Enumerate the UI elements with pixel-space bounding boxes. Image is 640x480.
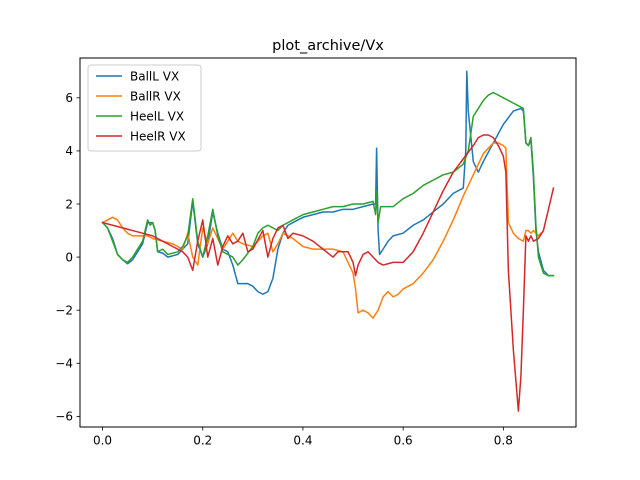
y-tick-label: 4 xyxy=(65,144,73,158)
x-tick-label: 0.6 xyxy=(394,434,413,448)
x-axis: 0.0 0.2 0.4 0.6 0.8 xyxy=(93,427,513,448)
legend-label: HeelL VX xyxy=(130,109,184,123)
series-line-heelr-vx xyxy=(101,134,555,412)
x-tick-label: 0.8 xyxy=(494,434,513,448)
series-line-balll-vx xyxy=(101,70,555,296)
legend: BallL VX BallR VX HeelL VX HeelR VX xyxy=(87,64,202,152)
y-tick-label: 6 xyxy=(65,91,73,105)
legend-label: BallL VX xyxy=(130,69,179,83)
legend-label: BallR VX xyxy=(130,89,181,103)
y-tick-label: −2 xyxy=(55,303,73,317)
y-tick-label: 2 xyxy=(65,197,73,211)
x-tick-label: 0.2 xyxy=(193,434,212,448)
y-axis: −6 −4 −2 0 2 4 6 xyxy=(55,91,80,424)
x-tick-label: 0.0 xyxy=(93,434,112,448)
series-line-ballr-vx xyxy=(101,142,542,319)
y-tick-label: 0 xyxy=(65,250,73,264)
legend-label: HeelR VX xyxy=(130,129,186,143)
y-tick-label: −6 xyxy=(55,410,73,424)
y-tick-label: −4 xyxy=(55,357,73,371)
axes-frame xyxy=(79,57,577,428)
x-tick-label: 0.4 xyxy=(293,434,312,448)
plot-area xyxy=(101,70,555,412)
series-line-heell-vx xyxy=(101,91,555,277)
legend-box xyxy=(87,64,202,152)
chart-title: plot_archive/Vx xyxy=(272,38,384,54)
